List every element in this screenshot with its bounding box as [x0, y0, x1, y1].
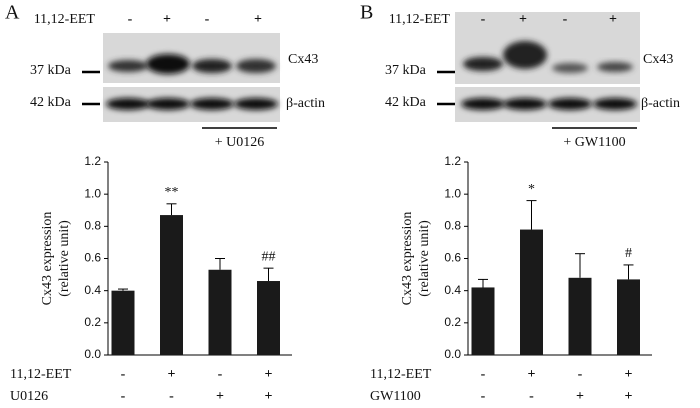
- treatment-name: 11,12-EET: [370, 367, 432, 382]
- inhibitor-label: + U0126: [215, 135, 265, 150]
- lane-sign: -: [481, 12, 486, 27]
- y-axis-label-line: (relative unit): [417, 220, 432, 297]
- treatment-sign: +: [576, 389, 584, 404]
- blot-image-a: [103, 33, 280, 122]
- bar: [617, 279, 640, 355]
- marker-label: 42 kDa: [385, 95, 427, 110]
- lane-sign: +: [254, 12, 262, 27]
- bar: [208, 269, 232, 355]
- y-tick-label: 0.8: [444, 219, 461, 233]
- treatment-sign: -: [578, 367, 583, 382]
- y-tick-label: 1.2: [444, 154, 461, 168]
- y-tick-label: 0.0: [84, 347, 101, 361]
- treatment-sign: -: [218, 367, 223, 382]
- panel-letter: A: [5, 2, 20, 24]
- significance-label: **: [165, 185, 179, 200]
- y-tick-label: 0.6: [444, 251, 461, 265]
- band-label: β-actin: [286, 96, 325, 111]
- y-tick-label: 0.2: [444, 315, 461, 329]
- y-tick-label: 0.0: [444, 347, 461, 361]
- lane-sign: -: [128, 12, 133, 27]
- marker-label: 37 kDa: [385, 63, 427, 78]
- bar: [568, 277, 592, 355]
- y-axis-label: Cx43 expression (relative unit): [40, 212, 72, 306]
- treatment-sign: +: [528, 367, 536, 382]
- lane-sign: +: [163, 12, 171, 27]
- marker-label: 42 kDa: [30, 95, 72, 110]
- band-label: Cx43: [643, 52, 673, 67]
- significance-label: *: [528, 182, 535, 197]
- treatment-name: 11,12-EET: [10, 367, 72, 382]
- treatment-sign: -: [481, 367, 486, 382]
- y-axis-label-line: Cx43 expression: [40, 212, 55, 306]
- treatment-sign: -: [529, 389, 534, 404]
- y-tick-label: 0.2: [84, 315, 101, 329]
- y-tick-label: 1.0: [444, 186, 461, 200]
- treatment-sign: -: [121, 389, 126, 404]
- treatment-sign: -: [169, 389, 174, 404]
- lane-sign: +: [609, 12, 617, 27]
- treatment-label: 11,12-EET: [389, 12, 451, 27]
- treatment-sign: +: [625, 367, 633, 382]
- bar: [111, 290, 135, 355]
- treatment-sign: +: [168, 367, 176, 382]
- lane-sign: -: [205, 12, 210, 27]
- inhibitor-label: + GW1100: [563, 135, 625, 150]
- treatment-sign: +: [625, 389, 633, 404]
- treatment-label: 11,12-EET: [34, 12, 96, 27]
- treatment-sign: +: [216, 389, 224, 404]
- treatment-sign: -: [121, 367, 126, 382]
- treatment-name: U0126: [10, 389, 48, 404]
- significance-label: ##: [262, 249, 276, 264]
- bar: [471, 287, 495, 355]
- treatment-sign: +: [265, 389, 273, 404]
- significance-label: #: [625, 246, 632, 261]
- lane-sign: +: [519, 12, 527, 27]
- y-tick-label: 0.8: [84, 219, 101, 233]
- y-tick-label: 0.4: [444, 283, 461, 297]
- y-tick-label: 1.0: [84, 186, 101, 200]
- y-tick-label: 0.4: [84, 283, 101, 297]
- treatment-sign: +: [265, 367, 273, 382]
- blot-image-b: [455, 12, 640, 122]
- y-axis-label-line: Cx43 expression: [400, 212, 415, 306]
- band-label: Cx43: [288, 52, 318, 67]
- lane-sign: -: [563, 12, 568, 27]
- y-axis-label-line: (relative unit): [57, 220, 72, 297]
- y-axis-label: Cx43 expression (relative unit): [400, 212, 432, 306]
- y-tick-label: 0.6: [84, 251, 101, 265]
- treatment-name: GW1100: [370, 389, 421, 404]
- bar: [520, 229, 543, 355]
- marker-label: 37 kDa: [30, 63, 72, 78]
- panel-letter: B: [360, 2, 373, 24]
- band-label: β-actin: [641, 96, 680, 111]
- bar: [257, 281, 280, 355]
- treatment-sign: -: [481, 389, 486, 404]
- y-tick-label: 1.2: [84, 154, 101, 168]
- bar: [160, 215, 183, 355]
